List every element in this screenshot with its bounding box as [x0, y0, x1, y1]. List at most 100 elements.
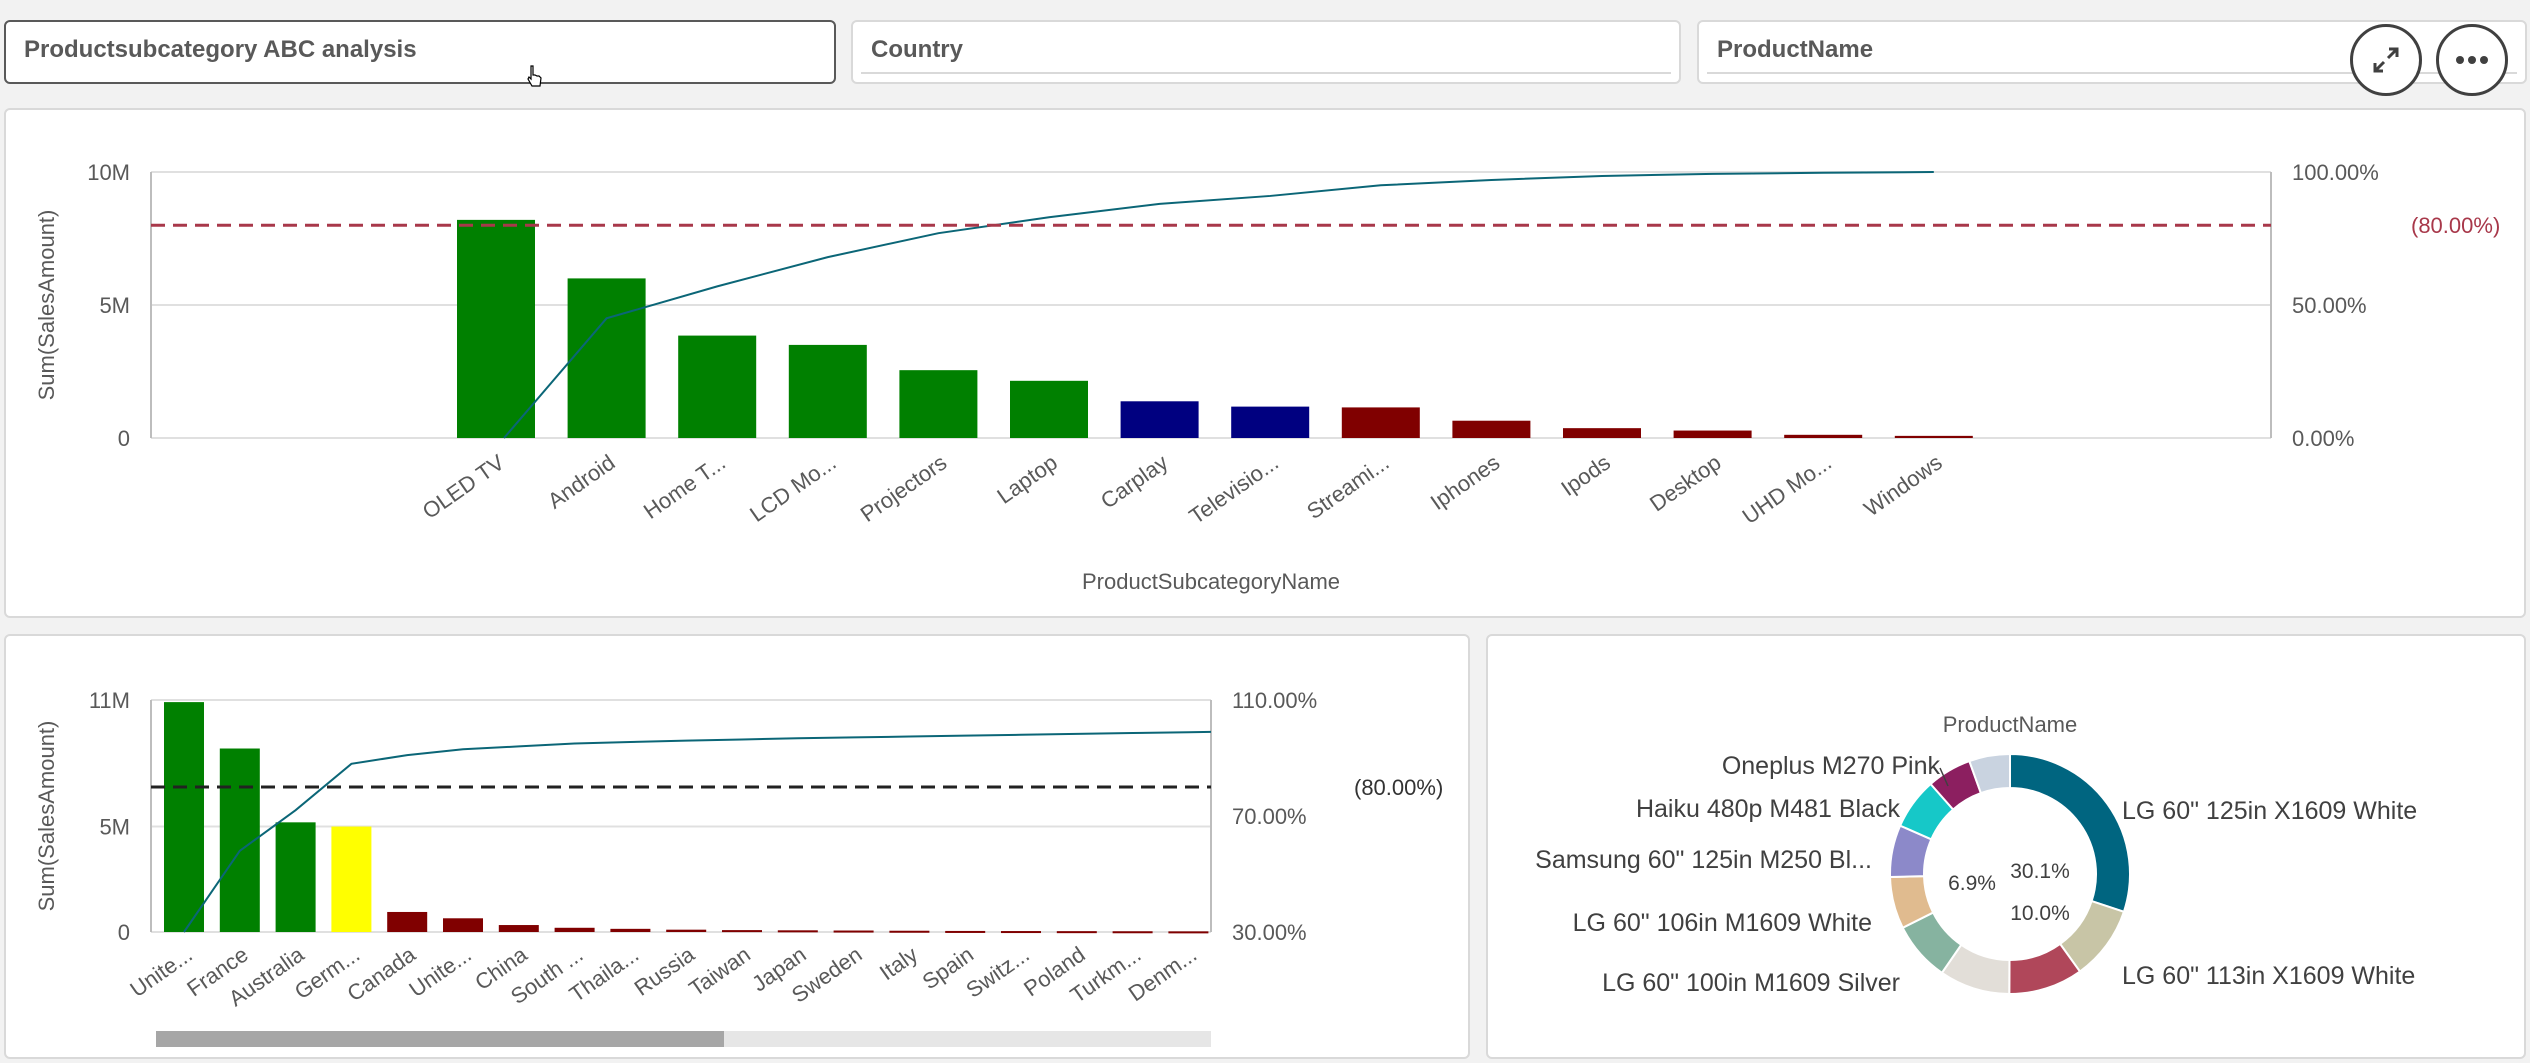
cumulative-line	[503, 171, 1934, 439]
x-tick-label: Unite...	[125, 942, 196, 1002]
bar	[457, 219, 535, 438]
y-tick-label: 0	[118, 920, 130, 945]
bar	[567, 278, 646, 438]
slice-label: LG 60" 113in X1609 White	[2122, 962, 2415, 990]
slice-value-label: 30.1%	[2010, 860, 2070, 883]
y2-tick-label: 100.00%	[2292, 160, 2379, 185]
y2-tick-label: 0.00%	[2292, 426, 2354, 451]
bar	[275, 822, 316, 932]
x-tick-label: Home T...	[639, 450, 730, 524]
bar	[1894, 435, 1973, 438]
filter-pane-country[interactable]: Country	[851, 20, 1681, 84]
x-tick-label: Russia	[630, 941, 700, 1000]
bar	[443, 918, 483, 932]
x-tick-label: Switz...	[961, 942, 1033, 1003]
y-tick-label: 11M	[89, 688, 130, 713]
slice-label: LG 60" 106in M1609 White	[1573, 909, 1872, 937]
bar	[331, 826, 372, 932]
y2-tick-label: 70.00%	[1232, 804, 1307, 829]
productname-donut-chart[interactable]: ProductName 30.1% 10.0% 6.9% LG 60" 125in X1…	[1488, 636, 2524, 1057]
y-axis-title: Sum(SalesAmount)	[34, 210, 59, 401]
donut-slice	[2009, 752, 2131, 914]
bar	[1001, 931, 1041, 934]
x-tick-label: Taiwan	[684, 942, 754, 1002]
productname-donut-panel: ProductName 30.1% 10.0% 6.9% LG 60" 125in X1…	[1486, 634, 2526, 1059]
bar	[945, 930, 986, 933]
bar	[899, 370, 978, 438]
bar	[777, 930, 818, 933]
slice-value-label: 10.0%	[2010, 902, 2070, 925]
donut-title: ProductName	[1943, 712, 2078, 737]
bar	[1341, 407, 1420, 438]
x-tick-label: Projectors	[856, 450, 951, 527]
slice-label: Samsung 60" 125in M250 Bl...	[1535, 846, 1872, 874]
subcategory-pareto-chart[interactable]: 10M 5M 0 100.00% 50.00% 0.00% Sum(SalesAmount)…	[6, 110, 2524, 616]
donut-slice	[1968, 752, 2011, 795]
x-tick-label: UHD Mo...	[1738, 450, 1836, 529]
bar	[554, 927, 595, 932]
bar	[1784, 434, 1863, 438]
bar	[1168, 931, 1209, 934]
expand-arrows-icon	[2373, 47, 2399, 73]
expand-button[interactable]	[2350, 24, 2422, 96]
country-pareto-chart[interactable]: 11M 5M 0 110.00% 70.00% 30.00% Sum(SalesAmount…	[6, 636, 1468, 1057]
threshold-label: (80.00%)	[2411, 213, 2500, 238]
bar	[498, 925, 539, 932]
bar	[1673, 430, 1752, 438]
x-tick-label: Windows	[1859, 450, 1946, 522]
ellipsis-icon	[2456, 56, 2488, 64]
bar	[788, 344, 867, 438]
x-tick-label: OLED TV	[418, 449, 509, 523]
y2-tick-label: 50.00%	[2292, 293, 2367, 318]
slice-label: Haiku 480p M481 Black	[1636, 795, 1901, 823]
x-tick-label: Streami...	[1302, 450, 1393, 524]
scrollbar-thumb[interactable]	[156, 1031, 724, 1047]
y-tick-label: 0	[118, 426, 130, 451]
bar	[1452, 420, 1531, 438]
bar	[1056, 931, 1097, 934]
y2-tick-label: 30.00%	[1232, 920, 1307, 945]
y-tick-label: 5M	[99, 293, 130, 318]
slice-label: Oneplus M270 Pink	[1722, 752, 1941, 780]
filter-title: ProductName	[1717, 36, 1874, 63]
bar	[164, 702, 204, 932]
filter-pane-productsubcategory-abc[interactable]: Productsubcategory ABC analysis	[4, 20, 836, 84]
subcategory-pareto-panel: 10M 5M 0 100.00% 50.00% 0.00% Sum(SalesAmount)…	[4, 108, 2526, 618]
bar	[722, 930, 762, 933]
x-tick-label: Carplay	[1096, 450, 1172, 514]
x-tick-label: Unite...	[404, 942, 475, 1002]
bar	[1120, 401, 1199, 438]
country-pareto-panel: 11M 5M 0 110.00% 70.00% 30.00% Sum(SalesAmount…	[4, 634, 1470, 1059]
filter-title: Country	[871, 36, 963, 63]
y-tick-label: 5M	[99, 815, 130, 840]
slice-value-label: 6.9%	[1948, 872, 1996, 895]
x-tick-label: Ipods	[1556, 450, 1614, 501]
bar	[1563, 428, 1641, 438]
bar	[889, 930, 930, 933]
y2-tick-label: 110.00%	[1232, 688, 1317, 713]
y-axis-title: Sum(SalesAmount)	[34, 721, 59, 912]
filter-underline	[1707, 72, 2517, 74]
y-tick-label: 10M	[87, 160, 130, 185]
x-tick-label: LCD Mo...	[745, 450, 840, 527]
bar	[1231, 406, 1310, 438]
bar	[1112, 931, 1153, 934]
x-tick-label: Iphones	[1426, 450, 1504, 515]
more-options-button[interactable]	[2436, 24, 2508, 96]
x-tick-label: Laptop	[992, 450, 1061, 509]
bar	[387, 911, 428, 932]
mouse-pointer-icon	[527, 65, 542, 87]
filter-underline	[861, 72, 1671, 74]
bar	[1010, 380, 1088, 438]
filter-title: Productsubcategory ABC analysis	[24, 36, 417, 63]
slice-label: LG 60" 100in M1609 Silver	[1602, 969, 1900, 997]
slice-label: LG 60" 125in X1609 White	[2122, 797, 2417, 825]
x-axis-title: ProductSubcategoryName	[1082, 569, 1340, 594]
bar	[678, 335, 757, 438]
bar	[833, 930, 874, 933]
threshold-label: (80.00%)	[1354, 775, 1443, 800]
slice-leader-line	[1939, 767, 1949, 787]
cumulative-line	[183, 730, 1212, 933]
bar	[666, 929, 707, 932]
x-tick-label: Android	[543, 450, 619, 514]
